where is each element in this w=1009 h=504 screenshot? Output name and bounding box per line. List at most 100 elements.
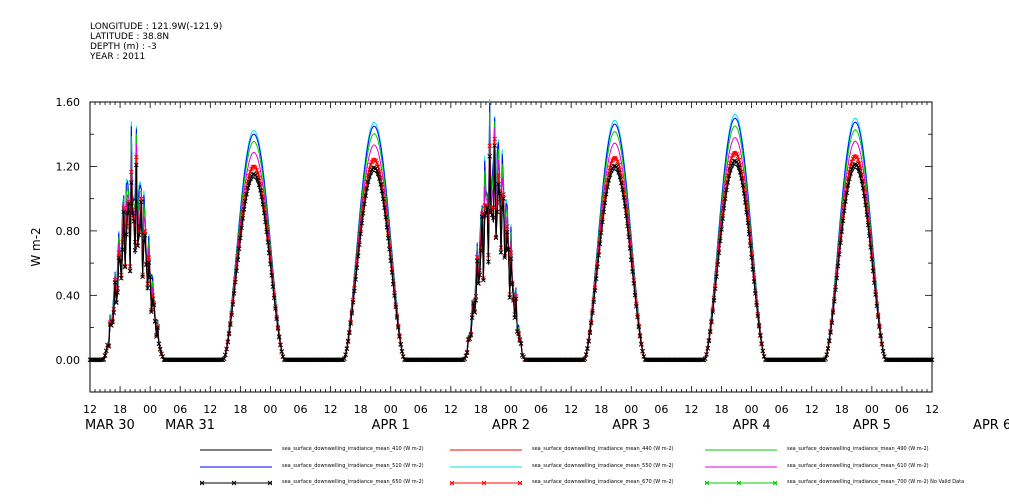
series-marker — [353, 277, 358, 282]
series-marker — [633, 303, 639, 309]
series-marker — [473, 298, 479, 303]
series-marker — [828, 330, 833, 335]
series-marker — [264, 229, 269, 235]
series-marker — [631, 281, 637, 286]
legend-swatch — [705, 466, 777, 468]
series-marker — [745, 220, 751, 226]
x-tick-label: 12 — [444, 403, 458, 416]
series-marker — [379, 188, 385, 194]
series-marker — [710, 309, 716, 314]
series-marker — [156, 341, 162, 347]
series-marker — [734, 159, 739, 165]
series-marker — [638, 342, 644, 347]
series-marker — [640, 349, 645, 354]
series-marker — [844, 190, 850, 196]
series-marker — [155, 325, 160, 331]
series-marker — [835, 263, 841, 269]
series-marker — [235, 257, 241, 263]
series-marker — [848, 171, 853, 176]
series-marker — [596, 253, 602, 258]
series-marker — [245, 185, 251, 191]
series-marker — [825, 346, 831, 351]
series-marker — [729, 163, 734, 169]
series-marker — [627, 246, 633, 251]
y-tick-label: 1.20 — [56, 160, 81, 173]
longitude-label: LONGITUDE : 121.9W(-121.9) — [90, 22, 223, 32]
series-marker — [872, 280, 877, 286]
series-marker — [357, 242, 362, 248]
series-marker — [263, 219, 268, 225]
series-marker — [120, 247, 125, 252]
series-marker — [373, 158, 378, 164]
series-marker — [928, 357, 934, 363]
series-marker — [152, 319, 158, 324]
series-marker — [840, 218, 846, 224]
x-date-label: MAR 31 — [165, 418, 215, 433]
series-marker — [625, 223, 630, 229]
series-marker — [591, 299, 597, 305]
series-marker — [399, 349, 405, 354]
series-marker — [477, 272, 482, 278]
x-tick-label: 06 — [414, 403, 428, 416]
series-marker — [131, 219, 137, 224]
series-marker — [622, 204, 628, 209]
series-marker — [613, 156, 619, 162]
legend-swatch — [200, 480, 272, 486]
series-marker — [487, 143, 493, 149]
legend-swatch — [705, 449, 777, 451]
series-marker — [607, 172, 613, 178]
series-marker — [747, 243, 753, 248]
series-marker — [260, 202, 266, 207]
series-marker — [358, 231, 363, 237]
series-marker — [502, 255, 508, 260]
latitude-label: LATITUDE : 38.8N — [90, 32, 170, 42]
series-marker — [879, 342, 885, 347]
series-marker — [499, 205, 505, 211]
series-marker — [590, 310, 595, 316]
series-marker — [714, 274, 719, 280]
series-marker — [603, 191, 609, 197]
x-tick-label: 12 — [324, 403, 338, 416]
series-marker — [487, 153, 493, 159]
x-tick-label: 12 — [83, 403, 97, 416]
series-marker — [600, 219, 605, 225]
depth-label: DEPTH (m) : -3 — [90, 42, 157, 52]
series-marker — [474, 258, 480, 264]
series-marker — [116, 250, 122, 255]
series-marker — [617, 174, 623, 180]
series-marker — [746, 231, 752, 237]
series-marker — [705, 346, 711, 351]
series-marker — [493, 235, 499, 241]
x-date-label: APR 2 — [492, 418, 530, 433]
series-marker — [744, 209, 749, 215]
series-marker — [383, 214, 389, 220]
series-marker — [459, 357, 465, 363]
y-tick-label: 0.40 — [56, 289, 81, 302]
series-marker — [231, 291, 237, 296]
series-marker — [761, 354, 767, 359]
x-tick-label: 06 — [895, 403, 909, 416]
series-marker — [124, 232, 129, 237]
series-marker — [586, 339, 592, 344]
series-marker — [279, 349, 285, 354]
x-tick-label: 06 — [775, 403, 789, 416]
series-marker — [241, 207, 247, 212]
series-marker — [501, 196, 506, 201]
series-marker — [355, 253, 361, 259]
series-marker — [725, 180, 731, 185]
series-marker — [387, 247, 392, 252]
series-marker — [613, 164, 619, 170]
series-marker — [349, 310, 355, 316]
series-marker — [751, 279, 757, 284]
series-marker — [139, 199, 144, 205]
series-marker — [467, 336, 472, 342]
year-label: YEAR : 2011 — [90, 52, 146, 62]
series-marker — [632, 292, 638, 298]
series-marker — [160, 354, 165, 359]
series-marker — [501, 192, 506, 197]
series-marker — [116, 255, 122, 261]
series-marker — [735, 154, 741, 159]
series-marker — [740, 183, 746, 188]
series-marker — [742, 200, 748, 205]
series-marker — [498, 249, 504, 255]
